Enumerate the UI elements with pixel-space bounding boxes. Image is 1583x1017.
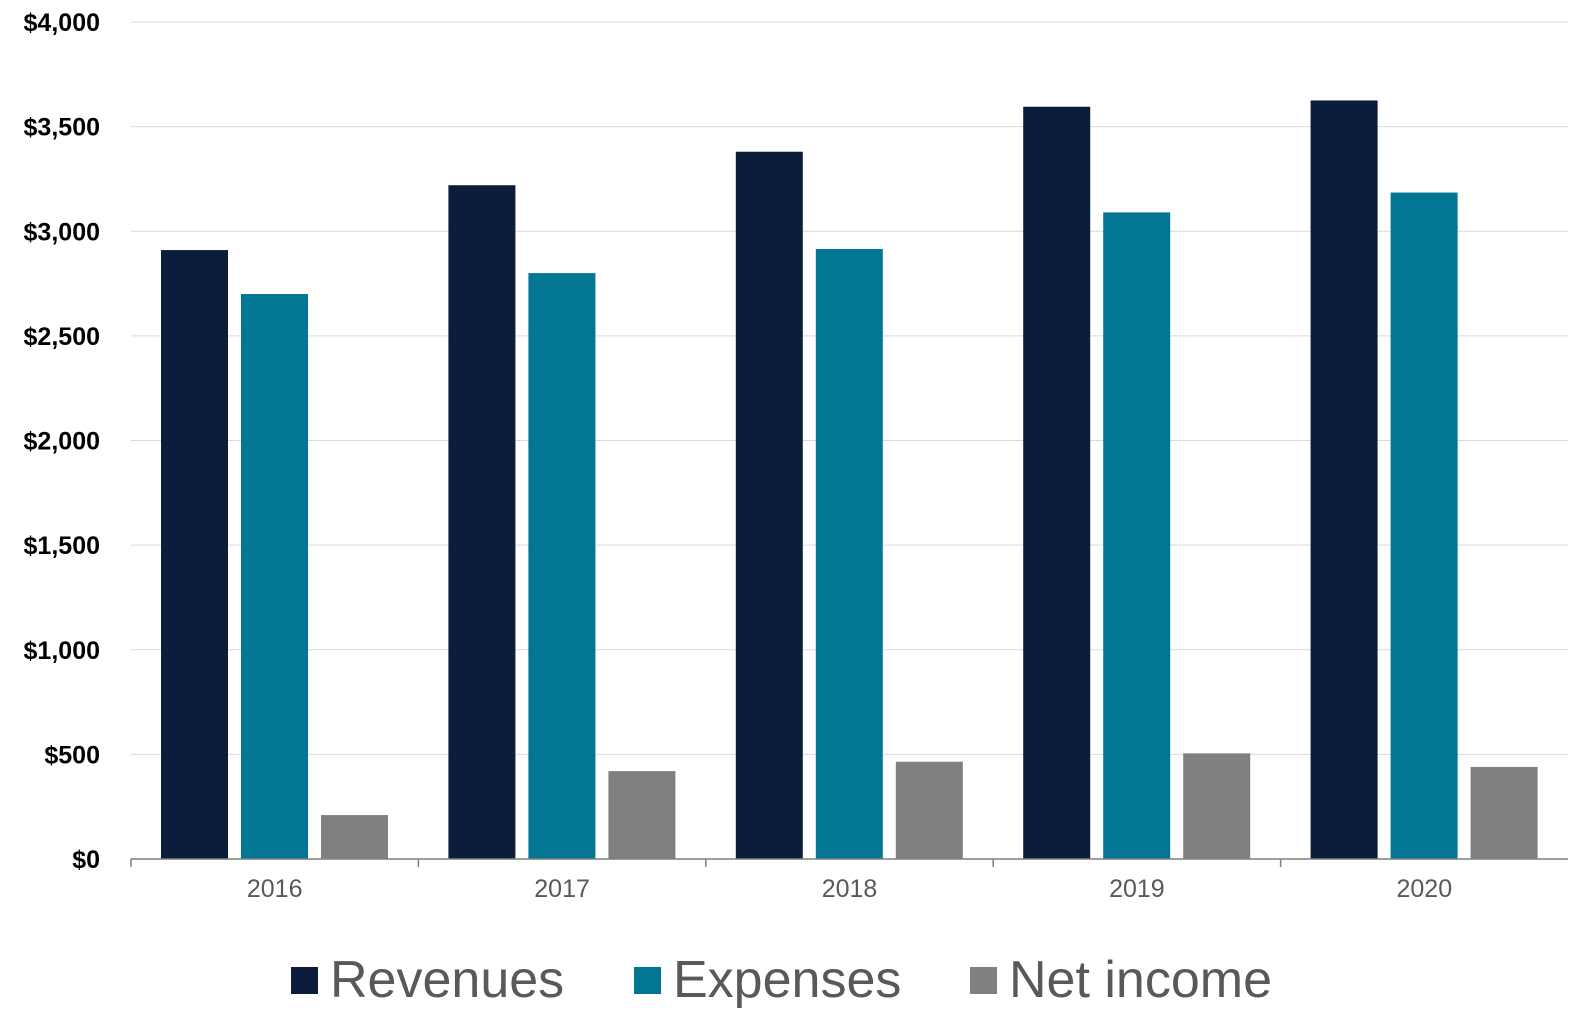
x-axis: [130, 858, 1568, 867]
y-tick-label: $1,500: [24, 532, 100, 560]
y-tick-label: $4,000: [24, 9, 100, 37]
bar-net-income: [608, 771, 676, 859]
legend-swatch-revenues: [291, 967, 318, 994]
y-tick-label: $0: [72, 846, 100, 874]
bar-net-income: [895, 761, 963, 859]
bar-revenues: [1310, 100, 1378, 859]
legend-label: Expenses: [673, 951, 901, 1009]
bar-expenses: [1103, 212, 1171, 860]
bar-revenues: [735, 151, 803, 860]
bars: [161, 100, 1538, 860]
bar-expenses: [815, 249, 883, 859]
y-tick-label: $2,500: [24, 323, 100, 351]
y-tick-label: $1,000: [24, 637, 100, 665]
x-tick-label: 2017: [534, 875, 590, 903]
legend-swatch-net-income: [970, 967, 997, 994]
bar-expenses: [528, 273, 596, 860]
legend-label: Revenues: [330, 951, 564, 1009]
x-tick-label: 2019: [1109, 875, 1165, 903]
y-tick-label: $500: [44, 741, 100, 769]
bar-expenses: [241, 294, 308, 859]
bar-revenues: [161, 250, 228, 859]
y-tick-label: $2,000: [24, 428, 100, 456]
x-tick-label: 2020: [1396, 875, 1452, 903]
x-axis-ticks: 2016 2017 2018 2019 2020: [247, 875, 1452, 903]
bar-revenues: [448, 185, 516, 860]
y-tick-label: $3,000: [24, 218, 100, 246]
legend-swatch-expenses: [634, 967, 661, 994]
x-tick-label: 2018: [822, 875, 878, 903]
legend: Revenues Expenses Net income: [291, 951, 1272, 1009]
x-tick-label: 2016: [247, 875, 303, 903]
bar-net-income: [321, 815, 388, 859]
bar-net-income: [1183, 753, 1251, 859]
bar-expenses: [1390, 192, 1458, 859]
legend-label: Net income: [1009, 951, 1272, 1009]
bar-revenues: [1023, 106, 1091, 860]
y-axis-ticks: $0 $500 $1,000 $1,500 $2,000 $2,500 $3,000 $3,5…: [24, 9, 100, 874]
bar-net-income: [1470, 766, 1538, 859]
y-tick-label: $3,500: [24, 114, 100, 142]
